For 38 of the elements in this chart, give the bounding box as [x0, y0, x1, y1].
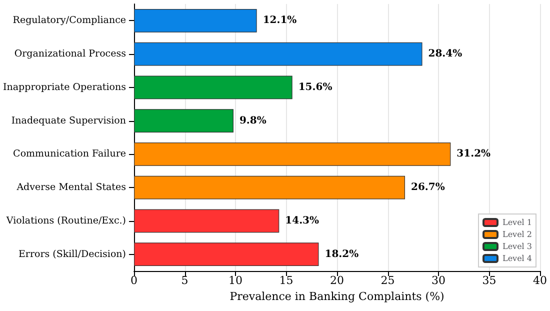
data-label: 18.2% [324, 248, 360, 260]
legend-label: Level 3 [502, 242, 532, 251]
y-tick-label: Adverse Mental States [16, 182, 126, 194]
data-label: 15.6% [298, 82, 333, 93]
legend-label: Level 1 [502, 218, 532, 227]
bar [134, 9, 257, 32]
data-label: 12.1% [262, 15, 298, 26]
bar [134, 209, 280, 233]
bar [134, 109, 234, 132]
legend-label: Level 2 [502, 230, 532, 239]
x-tick-label: 20 [330, 274, 344, 287]
x-tick-label: 25 [380, 274, 395, 287]
data-label: 28.4% [428, 48, 463, 60]
bar [134, 142, 451, 166]
x-tick-label: 0 [130, 274, 138, 287]
y-tick-label: Inadequate Supervision [11, 115, 126, 126]
x-tick-label: 15 [279, 274, 294, 287]
bar [134, 242, 319, 266]
y-tick-label: Organizational Process [14, 48, 126, 60]
data-label: 9.8% [239, 115, 267, 126]
x-tick-label: 30 [432, 274, 446, 287]
y-tick-label: Violations (Routine/Exc.) [5, 215, 126, 226]
x-tick-label: 5 [181, 274, 188, 287]
data-label: 26.7% [411, 182, 446, 194]
bar [134, 42, 422, 66]
y-tick-label: Errors (Skill/Decision) [18, 248, 126, 260]
bar [134, 76, 292, 100]
y-tick-label: Inappropriate Operations [2, 82, 126, 93]
data-label: 31.2% [456, 148, 492, 160]
x-tick-label: 10 [228, 274, 243, 287]
y-tick-label: Regulatory/Compliance [12, 15, 126, 26]
x-tick-label: 35 [482, 274, 496, 287]
x-tick-label: 40 [533, 274, 547, 287]
data-label: 14.3% [285, 215, 320, 226]
x-axis-title: Prevalence in Banking Complaints (%) [230, 290, 444, 303]
legend-label: Level 4 [502, 254, 532, 263]
bar [134, 176, 406, 200]
y-tick-label: Communication Failure [13, 148, 126, 160]
